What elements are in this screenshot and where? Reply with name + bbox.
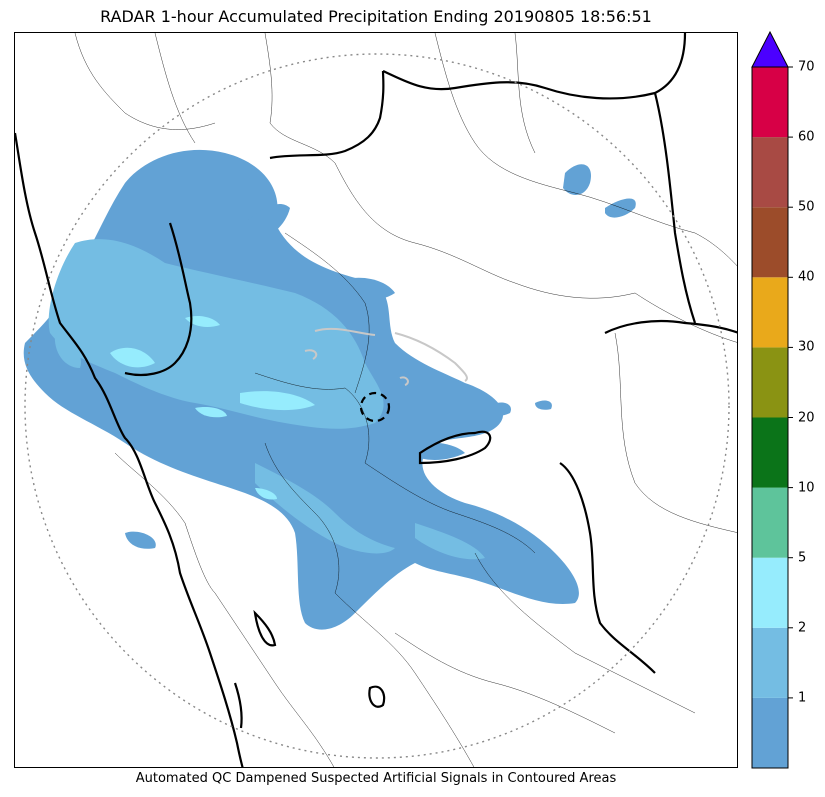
precip-field-light (535, 400, 552, 410)
radar-site-marker (359, 391, 391, 423)
colorbar-band (752, 207, 788, 278)
precip-field-light (605, 198, 636, 218)
colorbar-tick-label: 70 (798, 59, 815, 75)
colorbar-band (752, 417, 788, 488)
qc-contour-areas (304, 327, 468, 386)
precip-field-light (563, 164, 591, 195)
colorbar-band (752, 557, 788, 628)
colorbar-band (752, 277, 788, 348)
precip-field-heavy (255, 488, 277, 500)
precip-field-moderate (415, 523, 485, 560)
district-boundaries (74, 33, 737, 767)
colorbar (751, 30, 793, 769)
precip-field-moderate (48, 239, 384, 429)
precip-field-heavy (110, 347, 155, 368)
radar-map[interactable] (14, 32, 738, 768)
colorbar-tick-label: 10 (798, 480, 815, 496)
precip-field-moderate (54, 333, 81, 368)
precipitation-layer (23, 149, 636, 630)
colorbar-band (752, 697, 788, 768)
colorbar-band (752, 627, 788, 698)
colorbar-tick-label: 20 (798, 410, 815, 425)
colorbar-tick-label: 30 (798, 339, 815, 355)
colorbar-band (752, 347, 788, 418)
precip-field-moderate (255, 463, 395, 554)
precip-field-heavy (195, 406, 227, 418)
footer-note: Automated QC Dampened Suspected Artifici… (135, 771, 617, 786)
colorbar-tick-label: 40 (798, 269, 815, 285)
colorbar-tick-label: 50 (798, 199, 815, 215)
precip-field-heavy (185, 315, 220, 327)
range-ring (24, 53, 730, 759)
precip-field-light (245, 203, 290, 239)
colorbar-tick-label: 2 (798, 620, 807, 636)
state-boundaries (15, 33, 737, 767)
colorbar-extend-arrow (751, 30, 789, 68)
colorbar-band (752, 137, 788, 208)
precip-field-light (485, 402, 511, 416)
precip-field-heavy (240, 391, 315, 411)
precip-field-light (125, 531, 156, 549)
colorbar-tick-label: 60 (798, 129, 815, 145)
precip-field-light (335, 277, 395, 301)
map-title: RADAR 1-hour Accumulated Precipitation E… (100, 7, 652, 26)
colorbar-tick-label: 5 (798, 550, 807, 566)
colorbar-band (752, 67, 788, 138)
colorbar-tick-label: 1 (798, 690, 807, 706)
colorbar-band (752, 487, 788, 558)
